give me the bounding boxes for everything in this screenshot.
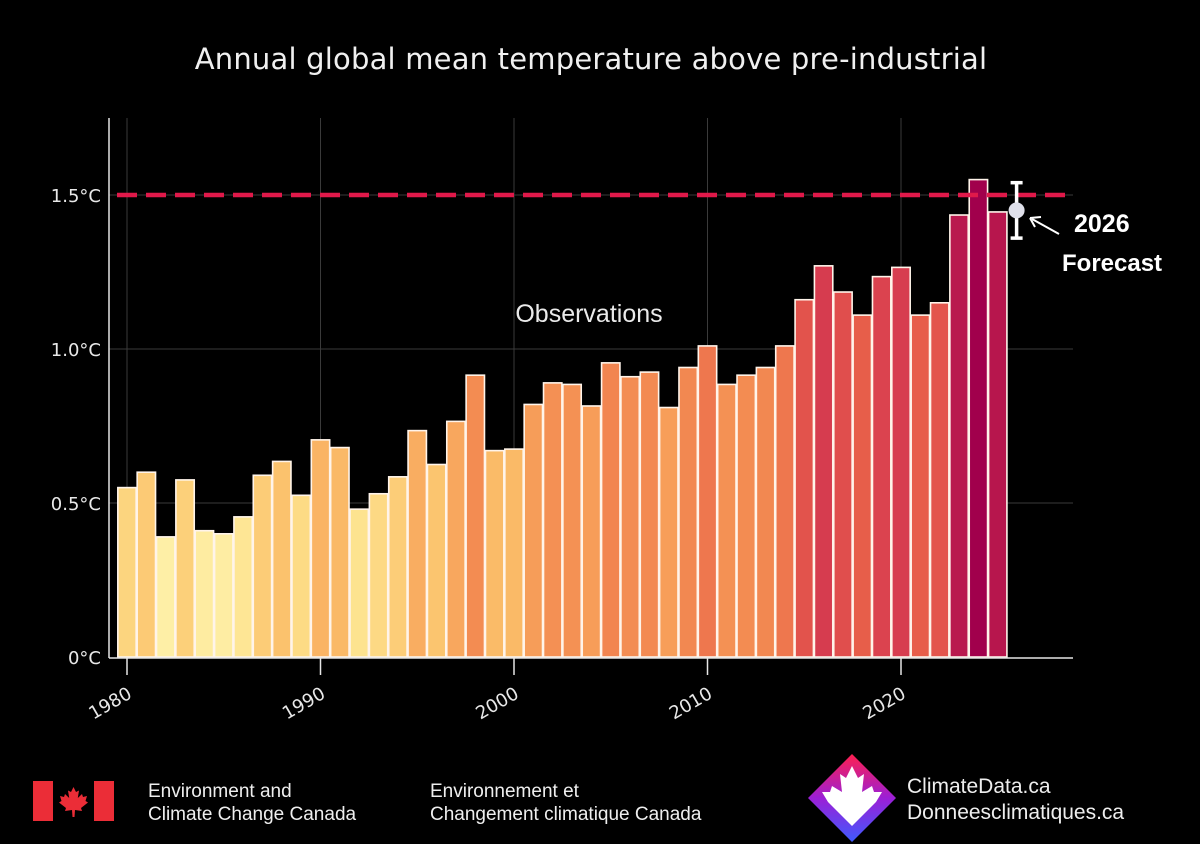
climatedata-site-names: ClimateData.ca Donneesclimatiques.ca (907, 774, 1124, 826)
forecast-year-label: 2026 (1074, 210, 1130, 238)
y-tick-label: 1.5°C (51, 186, 101, 207)
forecast-point (1008, 202, 1025, 219)
annotations: Observations (515, 300, 662, 328)
bar-2022 (929, 301, 950, 658)
ecc-english-name: Environment and Climate Change Canada (148, 780, 356, 826)
bar-1999 (484, 449, 505, 658)
observations-label: Observations (515, 300, 662, 328)
x-tick-label: 2010 (666, 683, 716, 724)
bar-2017 (832, 291, 853, 658)
bar-2009 (678, 366, 699, 658)
bar-2002 (542, 382, 563, 658)
bar-2000 (504, 448, 524, 658)
bar-2019 (871, 275, 892, 658)
bar-2025 (987, 211, 1008, 658)
bar-1985 (213, 532, 234, 658)
bar-1983 (175, 479, 196, 658)
bar-2015 (794, 298, 815, 658)
bar-1981 (136, 471, 157, 658)
climatedata-french-link[interactable]: Donneesclimatiques.ca (907, 801, 1125, 824)
climatedata-english-link[interactable]: ClimateData.ca (907, 775, 1051, 798)
forecast-arrowhead-icon (1029, 216, 1042, 228)
bar-1980 (117, 486, 137, 658)
bar-1984 (194, 529, 215, 658)
y-tick-label: 1.0°C (51, 340, 101, 361)
y-tick-label: 0°C (68, 648, 101, 669)
bar-2018 (852, 314, 873, 658)
y-axis-ticks: 0°C 0.5°C 1.0°C 1.5°C (51, 186, 101, 669)
forecast-marker: 2026 Forecast (1008, 180, 1162, 277)
bar-2006 (620, 375, 641, 658)
bar-2016 (813, 265, 834, 658)
bar-2007 (639, 371, 660, 658)
chart-title: Annual global mean temperature above pre… (194, 42, 988, 76)
bar-1992 (349, 508, 370, 658)
bar-1996 (426, 463, 447, 658)
ecc-english-line1: Environment and (148, 781, 292, 802)
bar-1997 (445, 420, 466, 658)
x-tick-label: 1990 (279, 683, 329, 724)
bar-1986 (233, 516, 254, 658)
bar-2005 (600, 362, 621, 658)
bar-2012 (736, 374, 757, 658)
bar-1988 (271, 460, 292, 658)
forecast-arrow-icon (1031, 218, 1060, 235)
bar-1998 (465, 374, 486, 658)
x-axis-ticks: 1980 1990 2000 2010 2020 (85, 658, 910, 724)
bar-2021 (910, 314, 931, 658)
bar-2024 (968, 178, 989, 658)
bar-1989 (291, 494, 312, 658)
bar-2013 (755, 366, 776, 658)
bar-1993 (368, 492, 389, 658)
bar-1982 (155, 536, 176, 658)
bar-2011 (716, 383, 737, 658)
x-tick-label: 1980 (85, 683, 135, 724)
bars (117, 178, 1008, 658)
bar-2001 (523, 403, 544, 658)
bar-1991 (329, 446, 350, 658)
bar-1987 (252, 474, 273, 658)
ecc-french-line2: Changement climatique Canada (430, 804, 702, 825)
bar-2014 (774, 345, 795, 658)
bar-2008 (658, 406, 679, 658)
bar-1990 (310, 439, 331, 658)
x-tick-label: 2000 (472, 683, 522, 724)
forecast-label: Forecast (1062, 250, 1162, 277)
bar-1994 (387, 476, 408, 658)
bar-2003 (562, 383, 583, 658)
ecc-english-line2: Climate Change Canada (148, 804, 357, 825)
ecc-french-name: Environnement et Changement climatique C… (430, 780, 701, 826)
canada-flag-icon (33, 781, 114, 821)
bar-2004 (581, 405, 602, 658)
y-tick-label: 0.5°C (51, 494, 101, 515)
ecc-french-line1: Environnement et (430, 781, 579, 802)
bar-chart: 0°C0.5°C1.0°C1.5°C 1980 1990 2000 2010 2020 … (51, 118, 1162, 724)
bar-2020 (891, 266, 911, 658)
bar-1995 (407, 429, 428, 658)
bar-2023 (949, 214, 970, 658)
axes (108, 118, 1073, 659)
bar-2010 (697, 345, 718, 658)
climatedata-logo-icon (808, 754, 896, 842)
x-tick-label: 2020 (859, 683, 909, 724)
